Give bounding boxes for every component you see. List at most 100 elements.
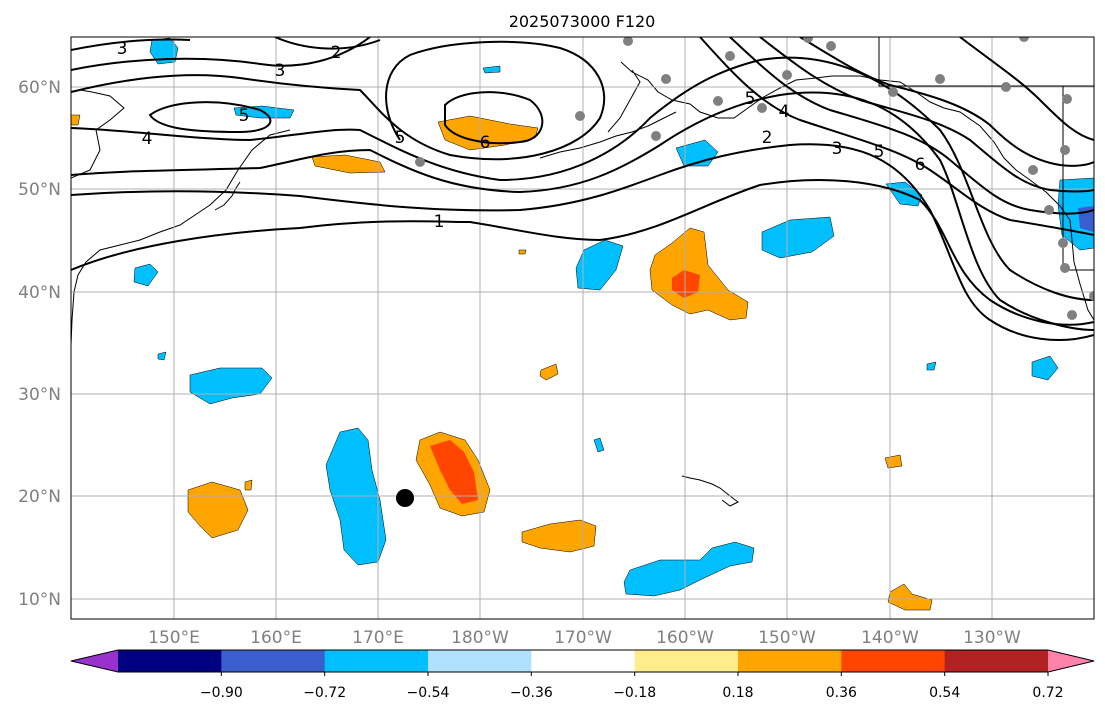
coastline-bering-east (607, 69, 641, 133)
lon-tick-label: 160°E (250, 628, 302, 648)
contour-label: 5 (874, 142, 885, 162)
colorbar-segment (118, 650, 222, 672)
lat-tick-label: 50°N (18, 180, 61, 200)
colorbar-segment (221, 650, 326, 672)
anomaly-positive-area (518, 249, 527, 255)
lon-tick-label: 150°W (758, 628, 816, 648)
station-dot (826, 41, 836, 51)
coastline-kuril-islands (214, 181, 241, 211)
contour-label: 5 (239, 106, 250, 126)
contour-2-north (274, 37, 381, 50)
lat-tick-label: 60°N (18, 78, 61, 98)
colorbar-segment (531, 650, 636, 672)
station-dot (803, 37, 813, 43)
station-dot (1060, 145, 1070, 155)
colorbar-segment (428, 650, 532, 672)
station-dot (1058, 238, 1068, 248)
colorbar-segment (738, 650, 842, 672)
colorbar: −0.90 −0.72 −0.54 −0.36 −0.18 0.18 0.36 0.54 0.7… (70, 649, 1095, 701)
contour-6 (444, 91, 544, 145)
lon-tick-label: 170°W (554, 628, 612, 648)
colorbar-tick-label: −0.36 (510, 685, 553, 701)
station-dot (725, 51, 735, 61)
contour-ridge-1 (699, 37, 1094, 236)
contour-label: 1 (434, 212, 445, 232)
contour-ridge-2 (729, 37, 1094, 215)
station-dot (757, 103, 767, 113)
anomaly-negative-area (623, 541, 755, 597)
anomaly-negative-area (133, 263, 159, 287)
longitude-labels: 150°E 160°E 170°E 180°W 170°W 160°W 150°… (148, 628, 1021, 648)
anomaly-negative-area (575, 239, 624, 291)
map-title: 2025073000 F120 (509, 12, 656, 31)
station-dot (1089, 291, 1094, 301)
station-dot (1019, 37, 1029, 42)
station-markers (415, 37, 1094, 320)
contour-ridge-3 (759, 37, 1094, 193)
colorbar-segment (634, 650, 739, 672)
station-dot (1062, 94, 1072, 104)
station-dot (1044, 205, 1054, 215)
lon-tick-label: 160°W (656, 628, 714, 648)
anomaly-negative-area (1031, 355, 1059, 381)
anomaly-strong-positive-area (430, 440, 478, 504)
contour-label-group: 3 2 3 5 4 5 6 1 2 3 4 5 6 4 2 3 5 6 (117, 39, 926, 232)
contour-3-north (71, 38, 191, 51)
anomaly-negative-area (926, 361, 937, 371)
lon-tick-label: 130°W (963, 628, 1021, 648)
colorbar-extend-min (71, 650, 118, 672)
contour-label: 5 (745, 89, 756, 109)
lat-tick-label: 10°N (18, 590, 61, 610)
colorbar-tick-label: 0.72 (1032, 685, 1063, 701)
anomaly-positive-area (71, 114, 81, 126)
contour-4-closed (148, 101, 272, 134)
station-dot (935, 74, 945, 84)
latitude-labels: 60°N 50°N 40°N 30°N 20°N 10°N (18, 78, 61, 610)
lat-tick-label: 40°N (18, 283, 61, 303)
lon-tick-label: 150°E (148, 628, 200, 648)
colorbar-tick-label: −0.54 (407, 685, 450, 701)
station-dot (713, 96, 723, 106)
anomaly-negative-area (593, 437, 605, 453)
station-dot (415, 157, 425, 167)
contour-3 (71, 91, 1094, 331)
anomaly-negative-area (761, 216, 835, 259)
anomaly-fills (71, 37, 1094, 611)
station-dot (1060, 263, 1070, 273)
lon-tick-label: 170°E (352, 628, 404, 648)
coastline-aleutians (539, 111, 677, 159)
colorbar-tick-label: 0.36 (826, 685, 857, 701)
contour-label: 5 (395, 128, 406, 148)
lon-tick-label: 140°W (861, 628, 919, 648)
storm-center-marker (396, 489, 414, 507)
anomaly-positive-area (521, 519, 597, 553)
contour-label: 3 (275, 61, 286, 81)
colorbar-outline (70, 649, 1095, 673)
anomaly-positive-area (539, 363, 559, 381)
anomaly-positive-area (887, 583, 933, 611)
anomaly-negative-area (149, 37, 179, 65)
colorbar-tick-label: 0.54 (929, 685, 960, 701)
anomaly-positive-area (649, 227, 749, 321)
contour-ridge-4 (799, 37, 1094, 167)
station-dot (651, 131, 661, 141)
colorbar-segment (841, 650, 946, 672)
coastline-kamchatka (71, 129, 291, 346)
contour-ridge-5 (959, 37, 1094, 141)
contour-label: 3 (832, 139, 843, 159)
colorbar-tick-label: −0.18 (613, 685, 656, 701)
coastline-asia (71, 89, 125, 179)
height-contours (71, 37, 1094, 341)
station-dot (1001, 82, 1011, 92)
station-dot (888, 87, 898, 97)
station-dot (782, 70, 792, 80)
anomaly-negative-area (482, 65, 501, 74)
anomaly-positive-area (437, 115, 539, 151)
colorbar-tick-label: −0.90 (200, 685, 243, 701)
station-dot (575, 111, 585, 121)
colorbar-tick-label: 0.18 (722, 685, 753, 701)
anomaly-positive-area (884, 454, 903, 469)
lat-tick-label: 30°N (18, 385, 61, 405)
contour-label: 3 (117, 39, 128, 59)
